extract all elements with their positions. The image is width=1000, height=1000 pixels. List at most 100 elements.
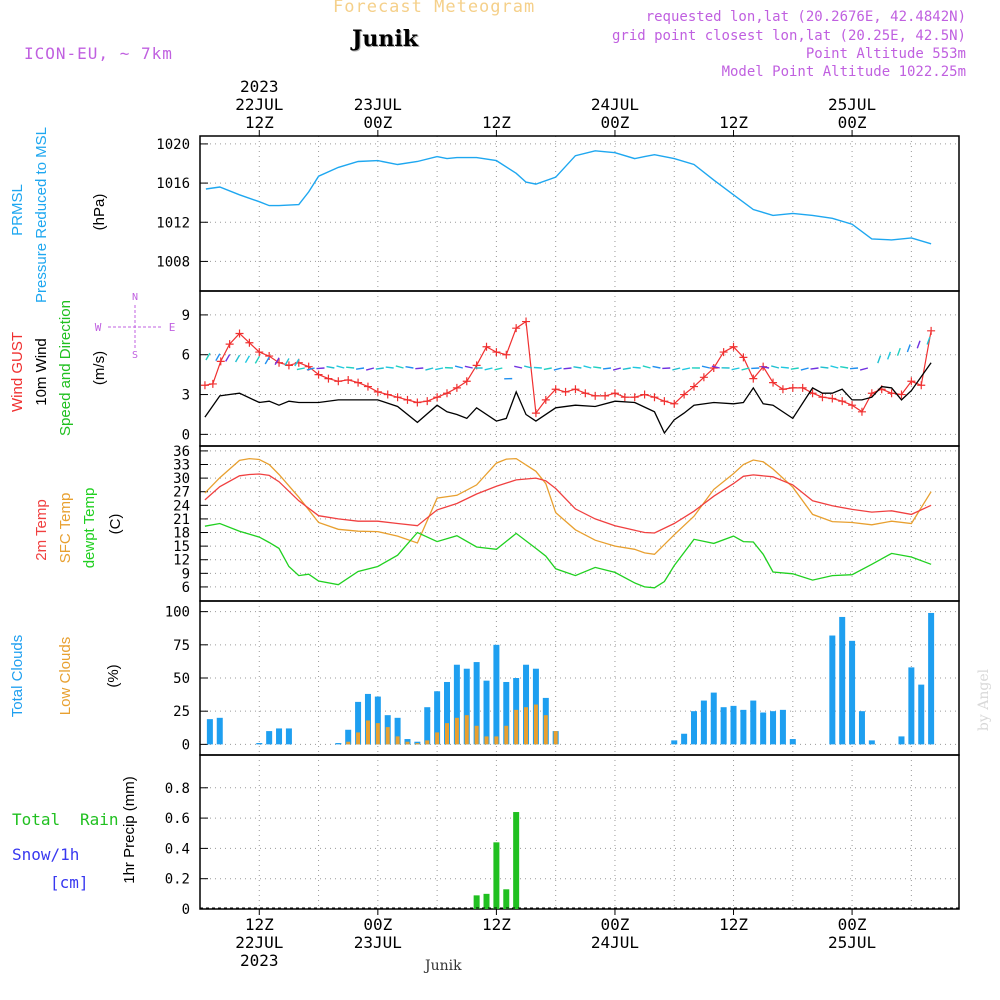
y-tick-label: 25 bbox=[173, 704, 190, 720]
wind-direction-arrow bbox=[820, 366, 829, 369]
time-label-bottom: 2023 bbox=[240, 951, 279, 970]
gust-marker bbox=[640, 390, 649, 399]
gust-marker bbox=[216, 357, 225, 366]
wind-direction-arrow bbox=[682, 367, 691, 371]
gust-marker bbox=[413, 398, 422, 407]
time-label-top: 25JUL bbox=[828, 95, 876, 114]
y-tick-label: 9 bbox=[182, 566, 190, 582]
wind-direction-arrow bbox=[916, 340, 921, 349]
time-label-bottom: 12Z bbox=[719, 915, 748, 934]
wind-direction-arrow bbox=[355, 367, 365, 370]
time-label-bottom: 00Z bbox=[838, 915, 867, 934]
gust-marker bbox=[867, 389, 876, 398]
gust-marker bbox=[492, 348, 501, 357]
wind-direction-arrow bbox=[741, 367, 750, 371]
low-cloud-bar bbox=[365, 720, 370, 745]
low-cloud-bar bbox=[375, 723, 380, 745]
wind-direction-arrow bbox=[205, 352, 211, 361]
low-cloud-bar bbox=[543, 715, 548, 745]
gust-marker bbox=[502, 350, 511, 359]
compass-south: S bbox=[132, 350, 138, 361]
wind-direction-arrow bbox=[800, 367, 809, 371]
compass-east: E bbox=[169, 321, 176, 334]
legend-total: Total bbox=[12, 810, 60, 829]
model-altitude: Model Point Altitude 1022.25m bbox=[721, 64, 966, 80]
total-cloud-bar bbox=[216, 717, 223, 745]
gust-marker bbox=[225, 340, 234, 349]
wind-direction-arrow bbox=[642, 365, 651, 369]
gust-marker bbox=[571, 385, 580, 394]
gust-marker bbox=[680, 390, 689, 399]
y-tick-label: 30 bbox=[173, 471, 190, 487]
y-tick-label: 100 bbox=[165, 605, 190, 621]
gust-marker bbox=[245, 338, 254, 347]
gust-marker bbox=[354, 378, 363, 387]
low-cloud-bar bbox=[454, 717, 459, 745]
wind-direction-arrow bbox=[375, 367, 384, 370]
total-cloud-bar bbox=[206, 719, 213, 745]
low-cloud-bar bbox=[346, 741, 351, 745]
wind-direction-arrow bbox=[701, 365, 710, 369]
y-tick-label: 24 bbox=[173, 498, 190, 514]
total-cloud-bar bbox=[928, 612, 935, 745]
wind-direction-arrow bbox=[316, 367, 325, 370]
gust-marker bbox=[314, 370, 323, 379]
time-label-top: 23JUL bbox=[354, 95, 402, 114]
time-label-top: 2023 bbox=[240, 77, 279, 96]
y-tick-label: 36 bbox=[173, 444, 190, 460]
gust-marker bbox=[887, 389, 896, 398]
gust-marker bbox=[512, 324, 521, 333]
wind-direction-arrow bbox=[553, 367, 562, 371]
gust-marker bbox=[897, 390, 906, 399]
total-cloud-bar bbox=[779, 709, 786, 745]
grid-point-coords: grid point closest lon,lat (20.25E, 42.5… bbox=[611, 28, 966, 44]
low-cloud-bar bbox=[553, 731, 558, 745]
gust-marker bbox=[334, 377, 343, 386]
low-cloud-bar bbox=[445, 723, 449, 745]
y-tick-label: 1020 bbox=[156, 137, 190, 153]
wind-direction-arrow bbox=[234, 354, 241, 363]
requested-coords: requested lon,lat (20.2676E, 42.4842N) bbox=[645, 9, 966, 25]
low-cloud-bar bbox=[494, 736, 499, 745]
wind-direction-arrow bbox=[810, 367, 819, 370]
low-cloud-bar bbox=[435, 732, 440, 745]
wind-direction-arrow bbox=[346, 366, 355, 369]
time-label-top: 00Z bbox=[601, 113, 630, 132]
gust-marker bbox=[699, 373, 708, 382]
gust-marker bbox=[363, 382, 372, 391]
legend-snow: Snow/1h bbox=[12, 845, 79, 864]
gust-marker bbox=[749, 374, 758, 383]
wind-direction-arrow bbox=[264, 356, 270, 365]
rain-bar bbox=[473, 895, 480, 909]
wind-direction-arrow bbox=[632, 366, 641, 369]
time-label-top: 12Z bbox=[719, 113, 748, 132]
wind-direction-arrow bbox=[830, 365, 839, 369]
gust-marker bbox=[200, 381, 209, 390]
wind-direction-arrow bbox=[284, 358, 290, 366]
gust-marker bbox=[709, 364, 718, 372]
wind-direction-arrow bbox=[385, 366, 394, 369]
wind-direction-arrow bbox=[886, 351, 892, 360]
gust-marker bbox=[660, 397, 669, 406]
total-cloud-bar bbox=[681, 733, 688, 745]
gust-label: Wind GUST bbox=[9, 332, 26, 412]
total-cloud-bar bbox=[858, 711, 865, 745]
total-cloud-bar bbox=[434, 691, 441, 745]
low-cloud-bar bbox=[464, 715, 469, 745]
gust-marker bbox=[591, 391, 600, 400]
total-cloud-bar bbox=[671, 740, 678, 745]
total-cloud-bar bbox=[444, 681, 450, 745]
wind-direction-arrow bbox=[484, 367, 493, 371]
time-label-bottom: 22JUL bbox=[235, 933, 283, 952]
time-label-bottom: 24JUL bbox=[591, 933, 639, 952]
point-altitude: Point Altitude 553m bbox=[805, 46, 966, 62]
time-label-bottom: 25JUL bbox=[828, 933, 876, 952]
gust-marker bbox=[798, 383, 807, 392]
pressure-line bbox=[205, 150, 932, 245]
y-tick-label: 15 bbox=[173, 539, 190, 555]
model-label: ICON-EU, ~ 7km bbox=[24, 44, 173, 63]
gust-marker bbox=[561, 387, 570, 396]
gust-marker bbox=[907, 377, 916, 386]
compass-west: W bbox=[95, 321, 102, 334]
